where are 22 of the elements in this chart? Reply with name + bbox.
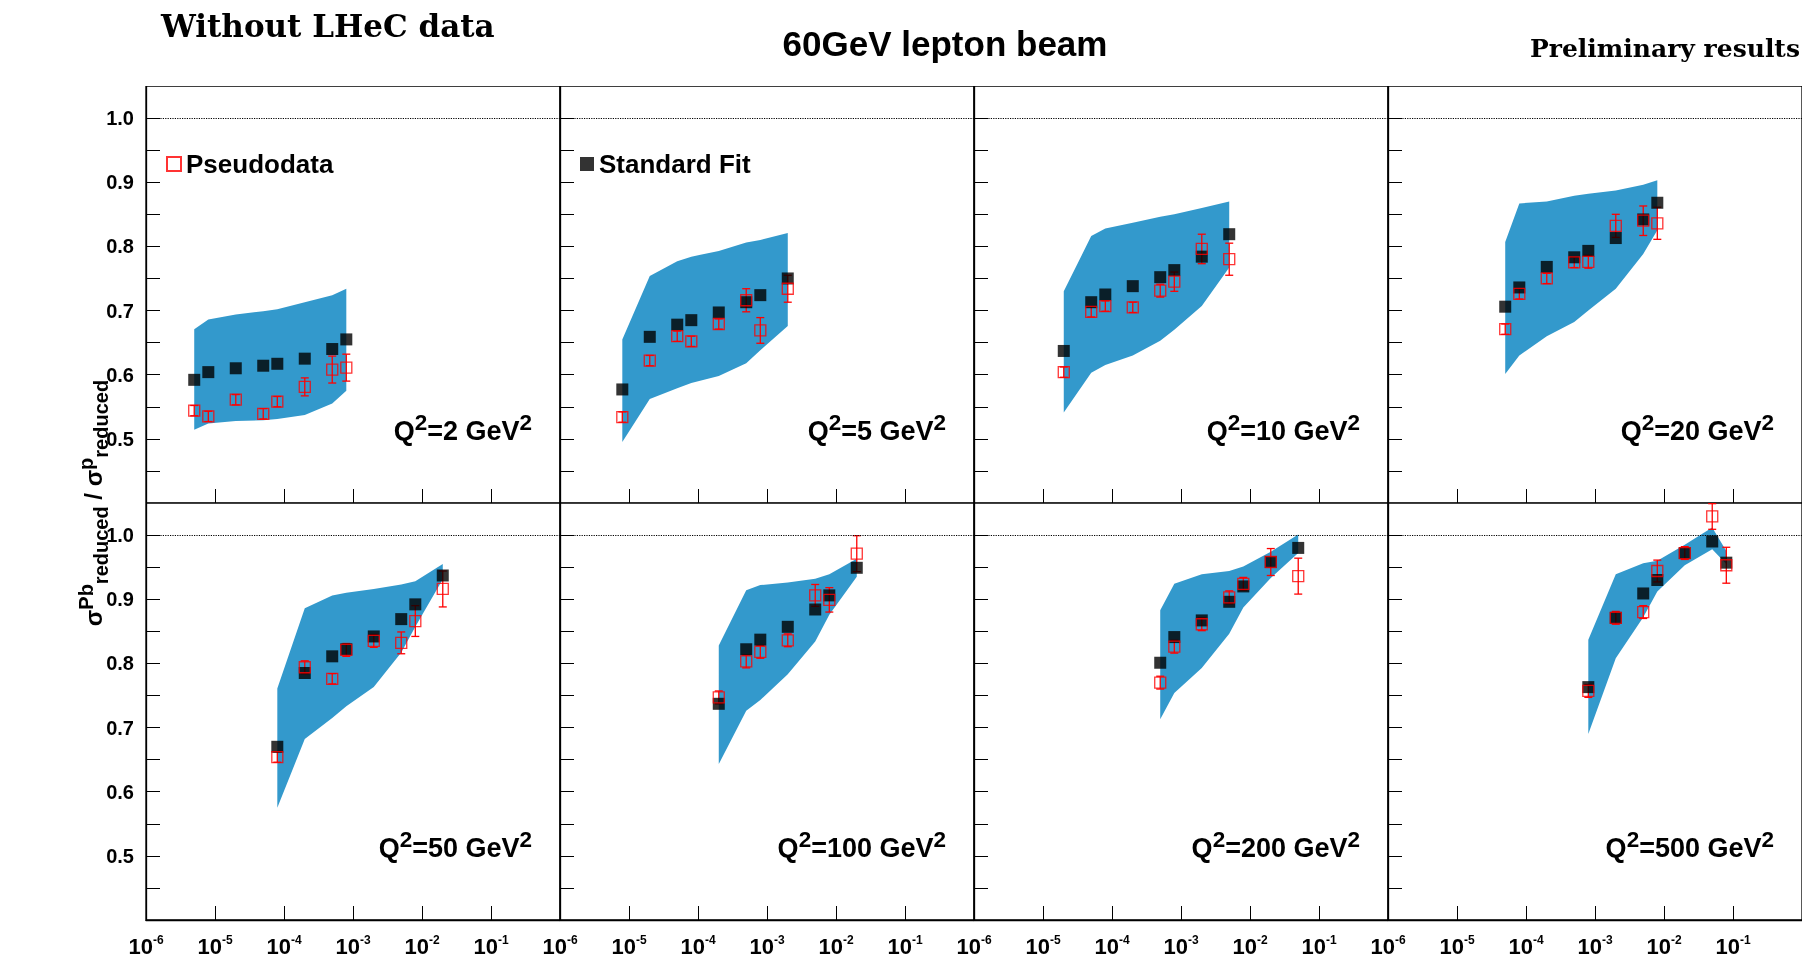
annotation: Q$^{2}$=50 GeV$^{2}$: [378, 827, 532, 864]
y-tick-label: 1.0: [106, 107, 134, 130]
annotation: Q$^{2}$=10 GeV$^{2}$: [1206, 410, 1360, 447]
y-tick-label: 0.6: [106, 780, 134, 803]
text: Without LHeC data: [161, 8, 495, 44]
legend-label: Standard Fit: [599, 149, 752, 179]
legend-label: Pseudodata: [186, 149, 334, 179]
text: Preliminary results: [1529, 34, 1800, 63]
annotation: Q$^{2}$=20 GeV$^{2}$: [1620, 410, 1774, 447]
y-tick-label: 0.8: [106, 652, 134, 675]
y-tick-label: 0.7: [106, 716, 134, 739]
annotation: Q$^{2}$=500 GeV$^{2}$: [1605, 827, 1774, 864]
annotation: Q$^{2}$=200 GeV$^{2}$: [1191, 827, 1360, 864]
y-tick-label: 0.8: [106, 235, 134, 258]
y-tick-label: 0.5: [106, 844, 134, 867]
chart-title: 60GeV lepton beam: [782, 24, 1108, 64]
y-tick-label: 0.9: [106, 588, 134, 611]
y-tick-label: 0.9: [106, 171, 134, 194]
annotation: Q$^{2}$=5 GeV$^{2}$: [807, 410, 946, 447]
annotation: Q$^{2}$=2 GeV$^{2}$: [393, 410, 532, 447]
y-tick-label: 0.7: [106, 299, 134, 322]
annotation: Q$^{2}$=100 GeV$^{2}$: [777, 827, 946, 864]
